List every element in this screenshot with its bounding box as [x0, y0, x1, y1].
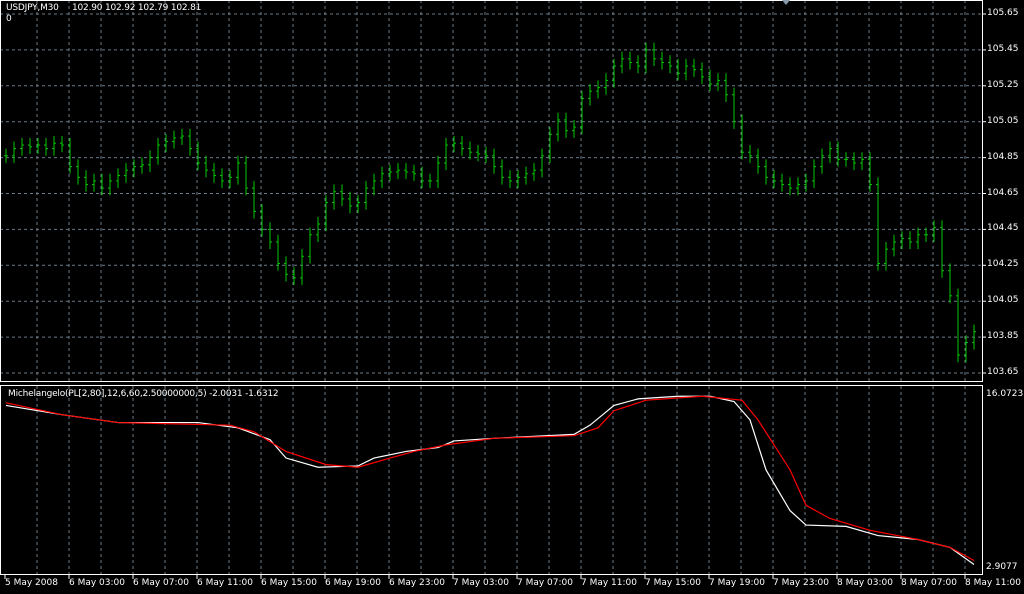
time-tick-label: 7 May 11:00 [581, 578, 637, 588]
indicator-panel-frame [0, 385, 983, 575]
time-tick-label: 7 May 03:00 [453, 578, 509, 588]
indicator-label: Michelangelo(PL[2,80],12,6,60,2.50000000… [8, 389, 279, 399]
price-tick-label: 105.05 [987, 115, 1019, 126]
price-tick-label: 105.45 [987, 43, 1019, 54]
time-tick-label: 8 May 07:00 [901, 578, 957, 588]
time-tick-label: 6 May 23:00 [389, 578, 445, 588]
shift-marker-icon [782, 0, 790, 5]
time-tick-label: 7 May 19:00 [709, 578, 765, 588]
time-tick-label: 7 May 23:00 [773, 578, 829, 588]
time-tick-label: 8 May 11:00 [965, 578, 1021, 588]
time-tick-label: 8 May 03:00 [837, 578, 893, 588]
sub-label: 0 [6, 14, 12, 24]
price-tick-label: 105.25 [987, 79, 1019, 90]
price-tick-label: 104.05 [987, 295, 1019, 306]
signal-line [5, 395, 975, 562]
time-tick-label: 6 May 19:00 [325, 578, 381, 588]
main-line [5, 395, 975, 565]
ohlc-readout: 102.90 102.92 102.79 102.81 [72, 3, 202, 13]
time-tick-label: 7 May 15:00 [645, 578, 701, 588]
time-tick-label: 6 May 07:00 [133, 578, 189, 588]
price-tick-label: 104.45 [987, 223, 1019, 234]
time-tick-label: 5 May 2008 [5, 578, 58, 588]
time-tick-label: 6 May 11:00 [197, 578, 253, 588]
price-tick-label: 104.85 [987, 151, 1019, 162]
price-tick-label: 104.65 [987, 187, 1019, 198]
main-panel-frame [0, 0, 983, 382]
price-tick-label: 105.65 [987, 8, 1019, 18]
time-tick-label: 7 May 07:00 [517, 578, 573, 588]
price-tick-label: 103.65 [987, 367, 1019, 377]
indicator-scale-min: 2.9077 [986, 562, 1018, 572]
price-tick-label: 103.85 [987, 331, 1019, 342]
price-tick-label: 104.25 [987, 259, 1019, 270]
indicator-scale-max: 16.0723 [986, 389, 1024, 399]
time-tick-label: 6 May 03:00 [69, 578, 125, 588]
symbol-label: USDJPY,M30 [6, 3, 59, 13]
time-tick-label: 6 May 15:00 [261, 578, 317, 588]
